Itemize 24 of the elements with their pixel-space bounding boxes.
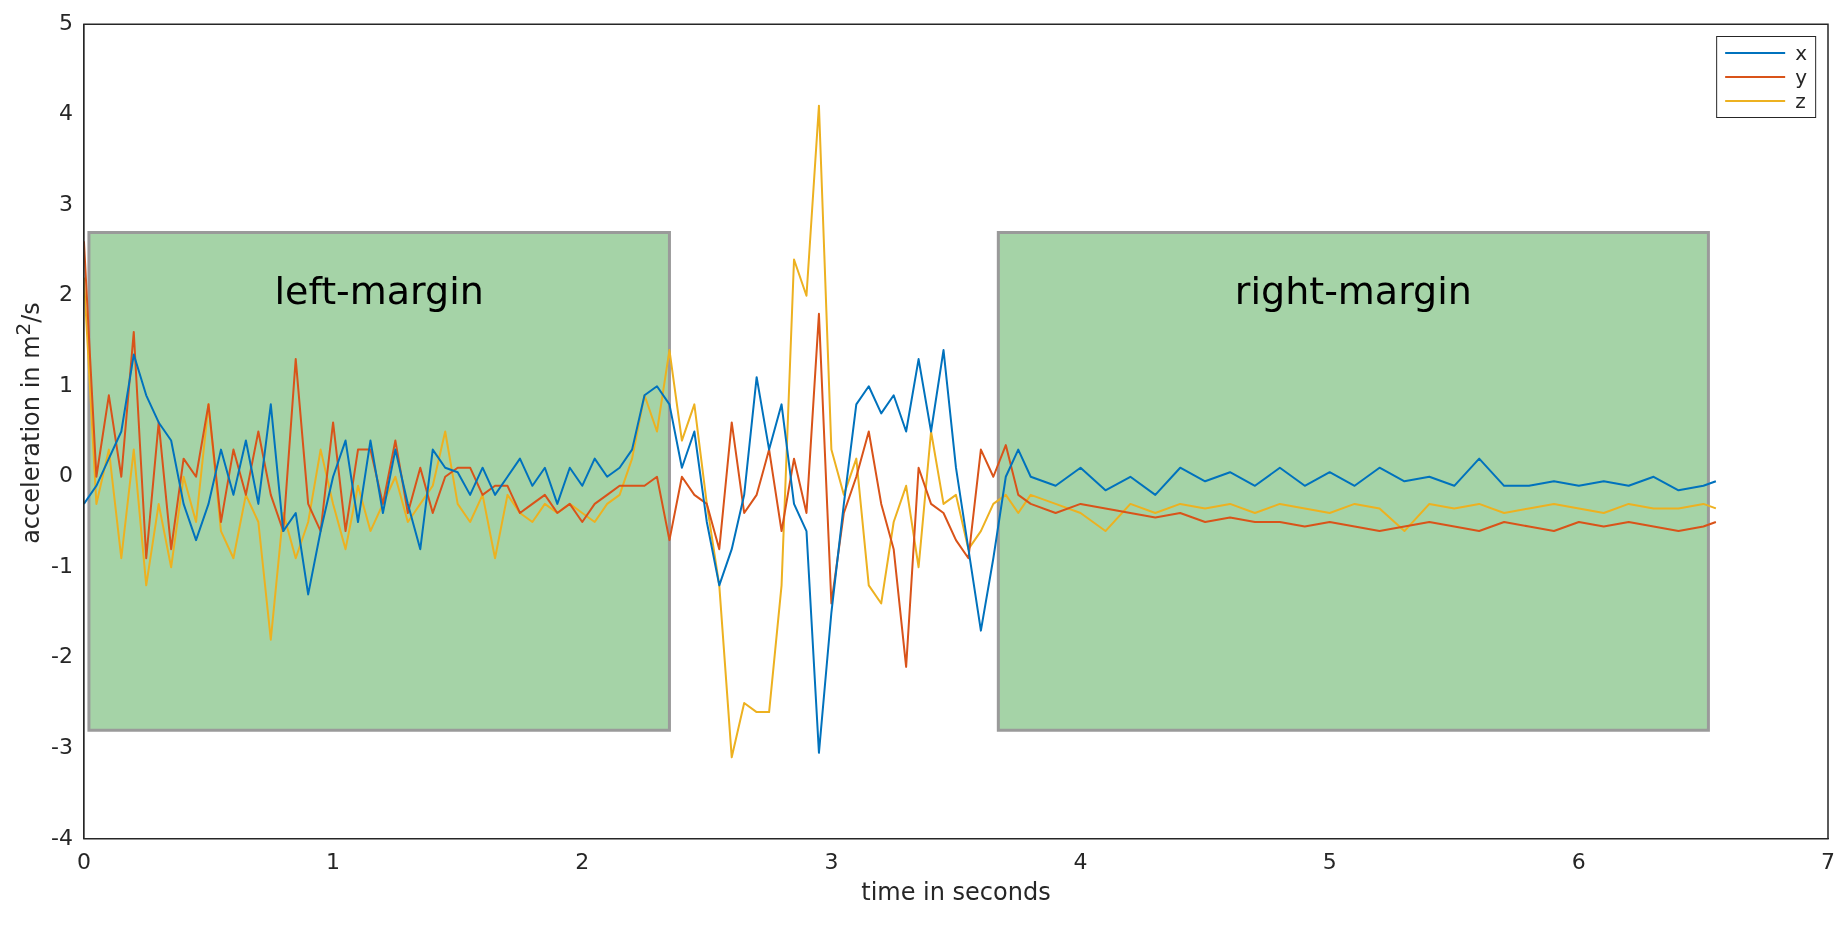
y-tick-label: -3 — [51, 734, 73, 760]
y-tick-label: 2 — [58, 281, 73, 307]
y-tick-label: 5 — [58, 9, 73, 35]
x-tick-label: 0 — [76, 848, 91, 874]
x-tick-label: 6 — [1571, 848, 1586, 874]
band-label: right-margin — [1234, 269, 1472, 314]
y-tick-label: 0 — [58, 462, 73, 488]
y-tick-label: 3 — [58, 190, 73, 216]
legend-label: y — [1795, 65, 1807, 90]
y-tick-label: 4 — [58, 100, 73, 126]
x-tick-label: 1 — [326, 848, 341, 874]
y-tick-label: -1 — [51, 552, 73, 578]
y-tick-label: -4 — [51, 824, 73, 850]
x-tick-label: 4 — [1073, 848, 1088, 874]
x-tick-label: 3 — [824, 848, 839, 874]
x-tick-label: 7 — [1821, 848, 1835, 874]
y-tick-label: 1 — [58, 371, 73, 397]
x-tick-label: 2 — [575, 848, 590, 874]
legend-label: x — [1795, 41, 1807, 66]
x-axis-title: time in seconds — [861, 877, 1051, 906]
band-label: left-margin — [274, 269, 484, 314]
legend-label: z — [1795, 89, 1806, 114]
y-tick-label: -2 — [51, 643, 73, 669]
x-tick-label: 5 — [1322, 848, 1337, 874]
